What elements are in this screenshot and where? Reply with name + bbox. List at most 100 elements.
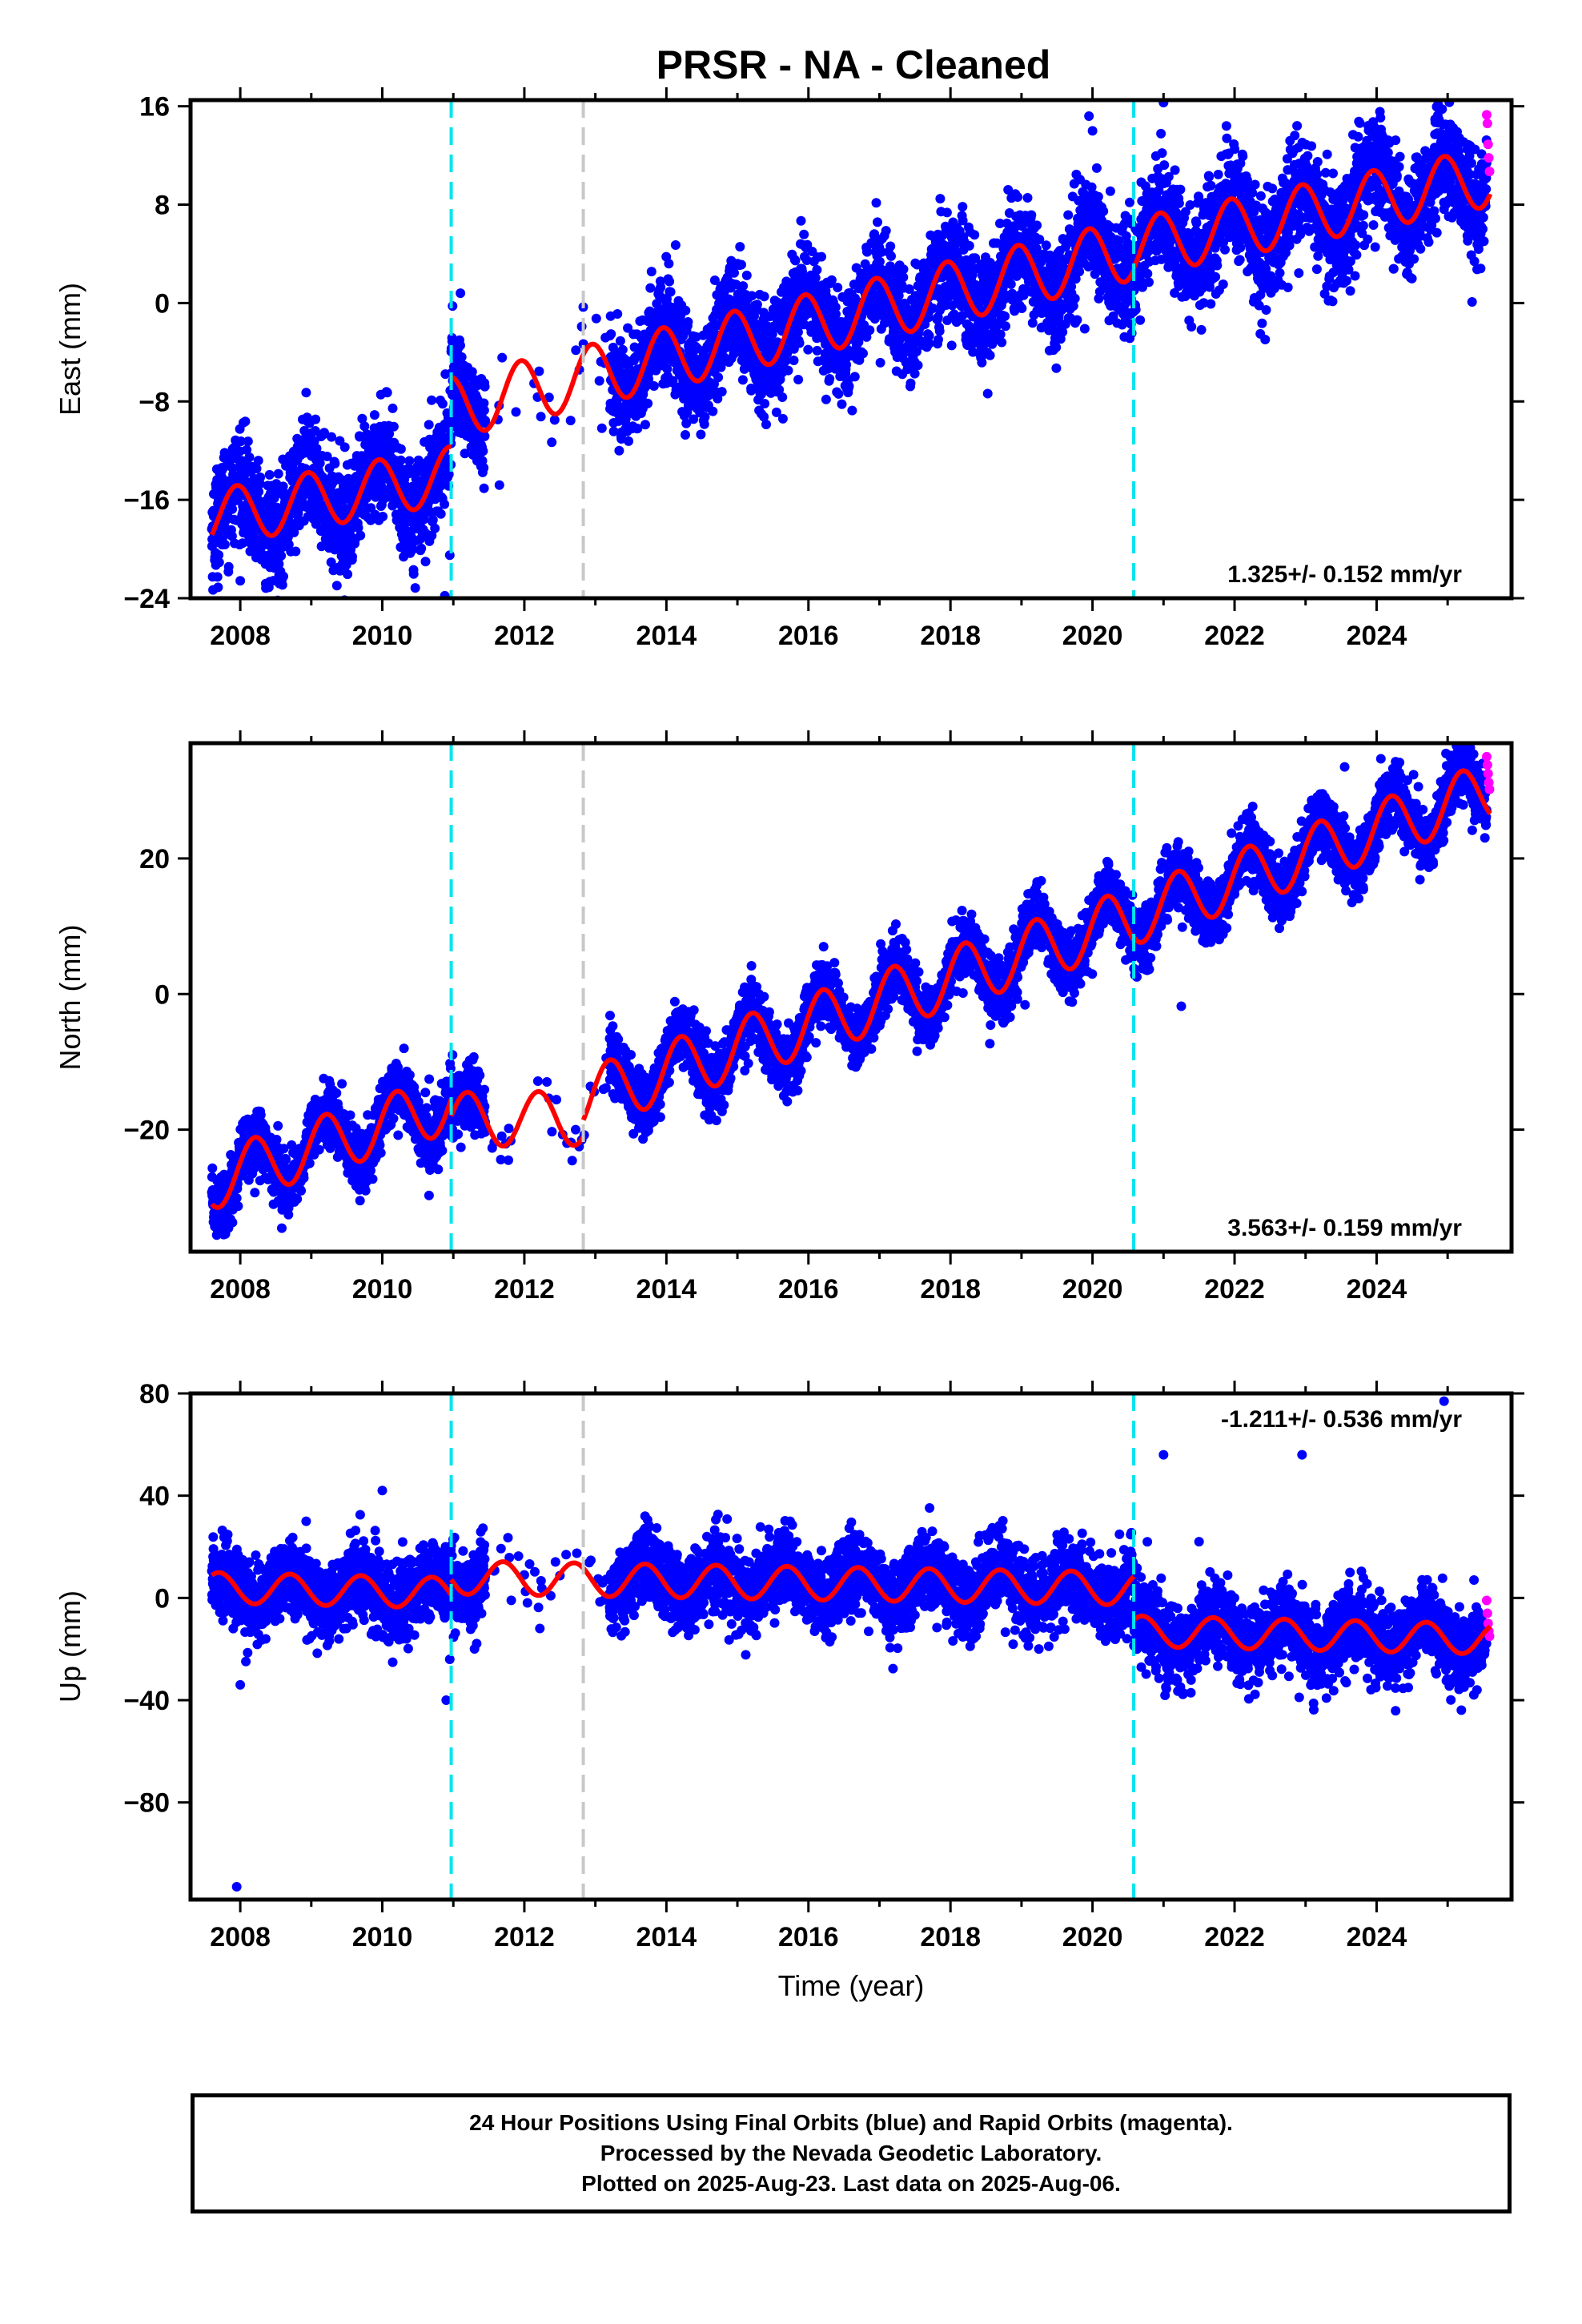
final-orbit-point — [254, 487, 264, 497]
final-orbit-point — [849, 372, 860, 382]
final-orbit-point — [790, 255, 801, 266]
final-orbit-point — [825, 374, 835, 384]
final-orbit-point — [251, 464, 262, 474]
final-orbit-point — [428, 515, 438, 525]
final-orbit-point — [683, 317, 693, 327]
final-orbit-point — [759, 292, 769, 302]
final-orbit-point — [396, 455, 406, 465]
final-orbit-point — [330, 458, 340, 468]
final-orbit-point — [315, 458, 325, 468]
final-orbit-point — [794, 338, 805, 348]
final-orbit-point — [1235, 255, 1245, 265]
final-orbit-point — [408, 569, 419, 579]
final-orbit-point — [227, 531, 237, 541]
final-orbit-point — [1275, 267, 1285, 278]
final-orbit-point — [858, 348, 868, 359]
final-orbit-point — [276, 551, 287, 561]
final-orbit-point — [1283, 282, 1293, 292]
final-orbit-point — [236, 436, 246, 446]
final-orbit-point — [958, 202, 968, 212]
final-orbit-point — [436, 509, 446, 519]
final-orbit-point — [480, 416, 491, 426]
final-orbit-point — [737, 259, 746, 270]
final-orbit-point — [331, 581, 342, 591]
final-orbit-point — [844, 381, 854, 392]
final-orbit-point — [1022, 193, 1033, 203]
final-orbit-point — [1220, 244, 1230, 255]
final-orbit-point — [741, 270, 752, 280]
final-orbit-point — [571, 345, 581, 356]
final-orbit-point — [777, 392, 788, 402]
final-orbit-point — [612, 309, 623, 319]
final-orbit-point — [565, 416, 576, 426]
final-orbit-point — [643, 398, 653, 408]
final-orbit-point — [898, 264, 909, 275]
final-orbit-point — [1000, 311, 1010, 321]
final-orbit-point — [1170, 165, 1180, 175]
final-orbit-point — [549, 415, 560, 425]
final-orbit-point — [1142, 268, 1153, 279]
final-orbit-point — [942, 207, 952, 218]
final-orbit-point — [219, 530, 230, 541]
final-orbit-point — [777, 413, 788, 424]
final-orbit-point — [357, 413, 367, 424]
final-orbit-point — [793, 375, 804, 384]
final-orbit-point — [227, 504, 238, 514]
final-orbit-point — [665, 276, 675, 287]
final-orbit-point — [833, 388, 844, 399]
final-orbit-point — [1292, 121, 1303, 131]
final-orbit-point — [382, 388, 392, 398]
final-orbit-point — [862, 247, 873, 257]
final-orbit-point — [387, 403, 398, 413]
final-orbit-point — [343, 569, 353, 580]
final-orbit-point — [640, 420, 650, 430]
final-orbit-point — [278, 481, 288, 492]
final-orbit-point — [235, 576, 246, 586]
final-orbit-point — [355, 530, 366, 541]
final-orbit-point — [841, 360, 852, 370]
final-orbit-point — [1091, 163, 1102, 173]
final-orbit-point — [214, 550, 224, 560]
final-orbit-point — [591, 313, 601, 324]
final-orbit-point — [1206, 299, 1216, 309]
final-orbit-point — [799, 229, 809, 239]
final-orbit-point — [606, 329, 616, 340]
final-orbit-point — [1013, 192, 1023, 202]
final-orbit-point — [264, 469, 275, 480]
final-orbit-point — [301, 388, 311, 398]
final-orbit-point — [311, 414, 321, 424]
final-orbit-point — [596, 423, 607, 433]
final-orbit-point — [812, 265, 822, 275]
final-orbit-point — [238, 538, 247, 549]
final-orbit-point — [982, 388, 993, 399]
final-orbit-point — [708, 406, 718, 416]
final-orbit-point — [1051, 363, 1062, 373]
final-orbit-point — [837, 399, 847, 409]
final-orbit-point — [614, 445, 624, 456]
final-orbit-point — [479, 463, 489, 473]
final-orbit-point — [480, 431, 490, 441]
final-orbit-point — [1017, 304, 1027, 313]
final-orbit-point — [361, 493, 371, 503]
final-orbit-point — [875, 357, 885, 368]
final-orbit-point — [244, 452, 255, 462]
final-orbit-point — [316, 541, 327, 552]
final-orbit-point — [847, 405, 857, 416]
final-orbit-point — [378, 512, 388, 521]
final-orbit-point — [1238, 151, 1248, 162]
final-orbit-point — [646, 267, 656, 277]
final-orbit-point — [946, 340, 957, 351]
final-orbit-point — [253, 456, 263, 466]
final-orbit-point — [615, 336, 625, 346]
final-orbit-point — [479, 483, 489, 493]
final-orbit-point — [1001, 321, 1010, 332]
final-orbit-point — [347, 552, 357, 562]
final-orbit-point — [783, 365, 793, 376]
final-orbit-point — [1063, 210, 1074, 220]
final-orbit-point — [1206, 180, 1216, 191]
final-orbit-point — [1213, 169, 1223, 179]
final-orbit-point — [617, 344, 628, 355]
final-orbit-point — [935, 194, 946, 204]
final-orbit-point — [1204, 171, 1215, 182]
final-orbit-point — [934, 326, 945, 336]
